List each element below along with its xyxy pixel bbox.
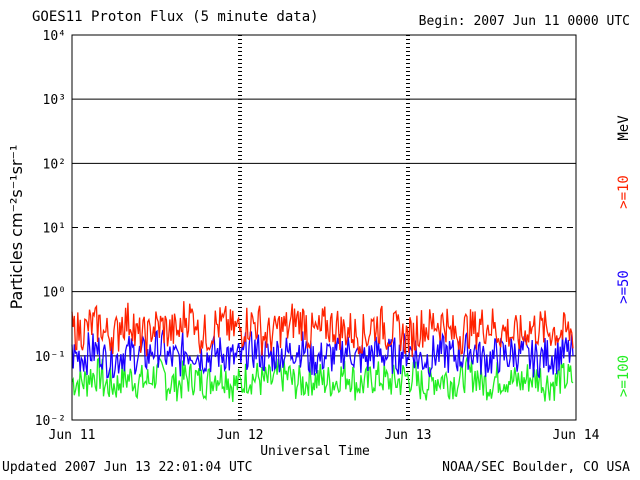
- legend-unit: MeV: [616, 115, 632, 141]
- series-line: [71, 329, 574, 379]
- x-tick-label: Jun 12: [217, 428, 264, 443]
- chart-title: GOES11 Proton Flux (5 minute data): [32, 9, 319, 25]
- legend: MeV >=10 >=50 >=100: [616, 115, 632, 397]
- plot-frame: [71, 34, 577, 421]
- data-layer: [71, 301, 574, 403]
- legend-entry: >=50: [616, 270, 632, 304]
- y-tick-label: 10⁻¹: [35, 350, 66, 365]
- y-tick-label: 10⁰: [43, 286, 66, 301]
- y-tick-label: 10²: [43, 157, 66, 172]
- series-line: [71, 301, 574, 358]
- x-axis-label: Universal Time: [260, 444, 370, 459]
- legend-entry: >=100: [616, 355, 632, 397]
- x-tick-label: Jun 11: [49, 428, 96, 443]
- y-tick-labels: 10⁻² 10⁻¹ 10⁰ 10¹ 10² 10³ 10⁴: [35, 29, 66, 429]
- updated-timestamp: Updated 2007 Jun 13 22:01:04 UTC: [2, 460, 253, 475]
- y-tick-label: 10³: [43, 93, 66, 108]
- y-tick-label: 10⁻²: [35, 414, 66, 429]
- x-tick-labels: Jun 11 Jun 12 Jun 13 Jun 14: [49, 428, 600, 443]
- y-axis-label: Particles cm⁻²s⁻¹sr⁻¹: [7, 145, 26, 310]
- y-tick-label: 10⁴: [43, 29, 66, 44]
- legend-entry: >=10: [616, 175, 632, 209]
- x-tick-label: Jun 14: [553, 428, 600, 443]
- x-tick-label: Jun 13: [385, 428, 432, 443]
- series-line: [71, 356, 574, 403]
- begin-time-label: Begin: 2007 Jun 11 0000 UTC: [418, 14, 630, 29]
- y-tick-label: 10¹: [43, 222, 66, 237]
- credit-label: NOAA/SEC Boulder, CO USA: [442, 460, 630, 475]
